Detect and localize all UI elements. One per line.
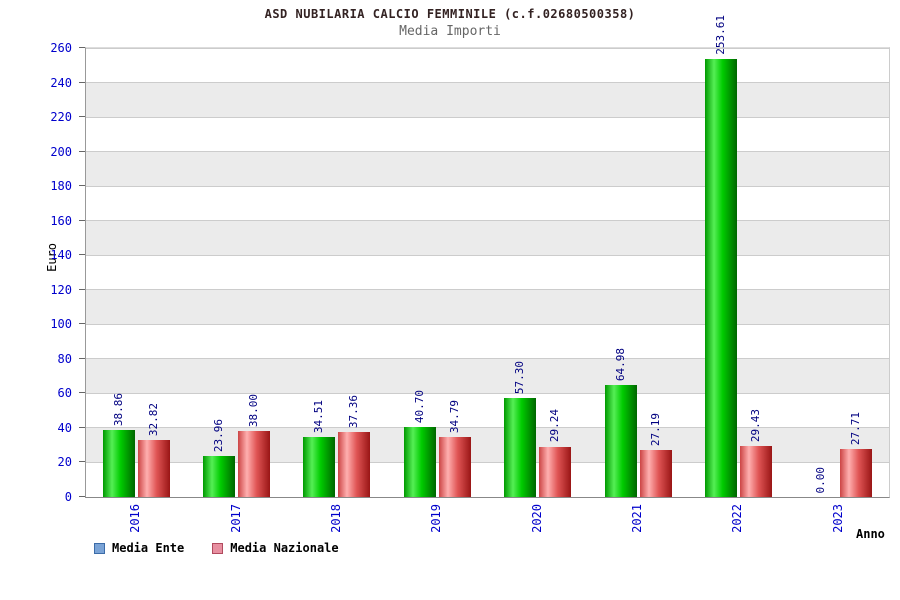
bar-value-label: 38.00 (247, 394, 261, 428)
y-tick-label: 180 (50, 179, 72, 194)
bar-media-ente (704, 59, 737, 497)
x-axis-label: Anno (856, 527, 885, 541)
y-tick-label: 60 (57, 386, 72, 401)
x-axis: 2016 2017 2018 2019 2020 2021 2022 2023 (85, 499, 890, 543)
legend: Media Ente Media Nazionale (94, 541, 339, 555)
y-tick-mark (79, 392, 85, 394)
gridline (86, 151, 889, 153)
legend-item-media-nazionale: Media Nazionale (212, 541, 339, 555)
gridline (86, 185, 889, 187)
gridline (86, 289, 889, 291)
gridline (86, 82, 889, 84)
y-tick-mark (79, 323, 85, 325)
bar-media-nazionale (840, 449, 873, 497)
gridline (86, 254, 889, 256)
x-category-label: 2018 (328, 504, 343, 533)
bar-value-label: 37.36 (347, 395, 361, 429)
plot-band (86, 151, 889, 187)
gridline (86, 116, 889, 118)
bar-value-label: 23.96 (212, 418, 226, 452)
bar-media-ente (604, 384, 637, 497)
y-tick-label: 140 (50, 248, 72, 263)
bar-media-nazionale (438, 436, 471, 497)
bar-media-ente (303, 437, 336, 497)
y-tick-mark (79, 288, 85, 290)
legend-label-media-ente: Media Ente (112, 541, 185, 555)
y-tick-label: 200 (50, 144, 72, 159)
bar-media-nazionale (739, 446, 772, 497)
x-category-label: 2021 (630, 504, 645, 533)
gridline (86, 392, 889, 394)
gridline (86, 427, 889, 429)
plot-band (86, 220, 889, 256)
y-tick-label: 0 (64, 490, 72, 504)
x-category-label: 2017 (228, 504, 243, 533)
bar-value-label: 27.19 (648, 412, 662, 447)
plot-band (86, 82, 889, 118)
bar-value-label: 27.71 (849, 412, 863, 446)
y-tick-mark (79, 150, 85, 152)
bar-media-ente (102, 429, 135, 497)
plot-band (86, 358, 889, 394)
y-tick-mark (79, 461, 85, 463)
chart-title: ASD NUBILARIA CALCIO FEMMINILE (c.f.0268… (264, 7, 636, 21)
bar-media-nazionale (137, 440, 170, 497)
y-axis: 0 20 40 60 80 100 120 140 160 180 200 220 240 260 (0, 41, 85, 504)
y-tick-mark (79, 219, 85, 221)
y-tick-label: 80 (57, 351, 72, 366)
y-tick-mark (79, 81, 85, 83)
bar-media-ente (403, 426, 436, 497)
bar-value-label: 64.98 (613, 347, 627, 381)
gridline (86, 220, 889, 222)
legend-swatch-media-nazionale (212, 542, 224, 554)
gridline (86, 323, 889, 325)
bar-media-nazionale (539, 446, 572, 497)
bar-value-label: 32.82 (146, 403, 160, 437)
y-tick-mark (79, 357, 85, 359)
y-tick-label: 220 (50, 110, 72, 125)
bar-value-label: 57.30 (513, 360, 527, 395)
bar-media-ente (504, 398, 537, 497)
y-tick-label: 100 (50, 317, 72, 332)
legend-item-media-ente: Media Ente (94, 541, 184, 555)
x-category-label: 2023 (830, 504, 845, 533)
y-tick-mark (79, 496, 85, 497)
y-tick-label: 120 (50, 282, 72, 297)
y-tick-label: 160 (50, 213, 72, 228)
bar-value-label: 253.61 (713, 15, 727, 56)
gridline (86, 47, 889, 49)
x-category-label: 2016 (128, 504, 143, 533)
y-tick-mark (79, 47, 85, 48)
x-category-label: 2020 (529, 504, 544, 533)
bar-value-label: 40.70 (412, 389, 426, 423)
bar-media-ente (203, 455, 236, 497)
plot-area: 38.86 32.82 23.96 38.00 34.51 37.36 40.70 34.79… (85, 15, 890, 498)
x-category-label: 2022 (730, 504, 745, 533)
y-tick-mark (79, 116, 85, 118)
plot-band (86, 289, 889, 325)
legend-label-media-nazionale: Media Nazionale (230, 541, 339, 555)
legend-swatch-media-ente (94, 542, 105, 554)
bar-media-nazionale (238, 431, 271, 497)
y-tick-mark (79, 185, 85, 187)
y-tick-label: 20 (57, 455, 72, 470)
bar-value-label: 0.00 (814, 466, 828, 494)
gridline (86, 461, 889, 463)
bar-value-label: 29.43 (748, 409, 762, 443)
bar-media-nazionale (338, 432, 371, 497)
bar-value-label: 38.86 (111, 392, 125, 426)
bar-media-nazionale (639, 450, 672, 497)
bar-value-label: 34.79 (447, 399, 461, 433)
y-tick-label: 260 (50, 41, 72, 55)
chart-subtitle: Media Importi (399, 24, 501, 39)
x-category-label: 2019 (429, 504, 444, 533)
bar-value-label: 29.24 (548, 409, 562, 443)
y-tick-label: 240 (50, 75, 72, 90)
y-tick-mark (79, 426, 85, 428)
y-tick-label: 40 (57, 420, 72, 435)
y-tick-mark (79, 254, 85, 256)
gridline (86, 358, 889, 360)
bar-value-label: 34.51 (312, 400, 326, 434)
